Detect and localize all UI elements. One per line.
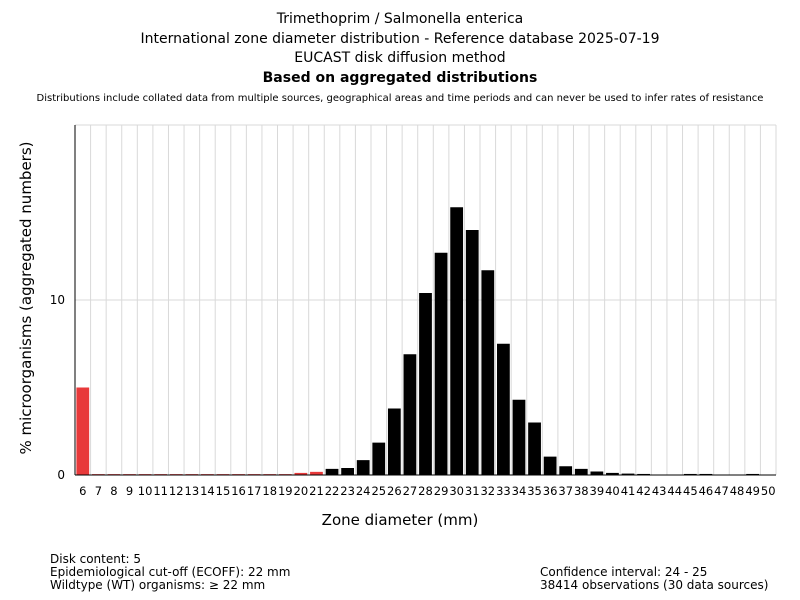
x-tick-label: 35 <box>527 484 542 498</box>
bar-23 <box>341 468 354 475</box>
x-tick-label: 43 <box>652 484 667 498</box>
x-tick-label: 8 <box>110 484 117 498</box>
bar-33 <box>497 343 510 475</box>
bar-38 <box>574 468 588 475</box>
y-axis-label: % microorganisms (aggregated numbers) <box>17 141 35 454</box>
x-tick-label: 31 <box>465 484 480 498</box>
y-tick-label: 10 <box>50 293 65 307</box>
chart-title-line-1: Trimethoprim / Salmonella enterica <box>276 11 524 27</box>
chart-title-bold: Based on aggregated distributions <box>262 69 538 86</box>
bar-22 <box>325 468 339 475</box>
bar-46 <box>699 473 713 475</box>
bar-41 <box>621 473 635 475</box>
chart-title-block: Trimethoprim / Salmonella enterica Inter… <box>0 10 800 104</box>
bar-35 <box>528 422 541 475</box>
x-tick-label: 46 <box>699 484 714 498</box>
x-tick-label: 45 <box>683 484 698 498</box>
x-tick-label: 14 <box>200 484 215 498</box>
bar-45 <box>683 473 697 475</box>
x-tick-label: 13 <box>185 484 200 498</box>
bar-24 <box>356 460 370 475</box>
bar-42 <box>637 473 650 475</box>
observations-text: 38414 observations (30 data sources) <box>540 578 769 592</box>
x-tick-label: 40 <box>605 484 620 498</box>
disk-content-text: Disk content: 5 <box>50 552 142 566</box>
x-tick-label: 41 <box>621 484 636 498</box>
bar-40 <box>606 472 619 475</box>
x-tick-label: 15 <box>216 484 231 498</box>
bar-25 <box>372 442 386 475</box>
chart-title-line-2: International zone diameter distribution… <box>140 30 660 47</box>
x-tick-label: 16 <box>231 484 246 498</box>
bar-49 <box>746 473 760 475</box>
bars <box>76 207 760 475</box>
bar-36 <box>543 456 557 475</box>
x-tick-label: 27 <box>403 484 418 498</box>
bar-27 <box>403 354 417 475</box>
x-tick-label: 25 <box>371 484 386 498</box>
x-tick-label: 23 <box>340 484 355 498</box>
bar-34 <box>512 399 526 475</box>
chart-title-line-3: EUCAST disk diffusion method <box>294 50 506 66</box>
y-tick-label: 0 <box>57 468 65 482</box>
x-tick-label: 48 <box>730 484 745 498</box>
footer-right: Confidence interval: 24 - 25 38414 obser… <box>540 566 768 592</box>
wildtype-text: Wildtype (WT) organisms: ≥ 22 mm <box>50 578 266 592</box>
x-tick-label: 28 <box>418 484 433 498</box>
x-tick-label: 33 <box>496 484 511 498</box>
x-tick-label: 9 <box>126 484 133 498</box>
confidence-interval-text: Confidence interval: 24 - 25 <box>540 565 708 579</box>
x-tick-label: 30 <box>449 484 464 498</box>
x-tick-label: 39 <box>590 484 605 498</box>
bar-39 <box>590 471 604 475</box>
bar-20 <box>294 472 308 475</box>
x-tick-label: 6 <box>79 484 86 498</box>
x-tick-label: 7 <box>95 484 102 498</box>
x-tick-label: 18 <box>262 484 277 498</box>
gridlines <box>75 124 777 475</box>
x-tick-label: 47 <box>714 484 729 498</box>
x-tick-label: 49 <box>745 484 760 498</box>
ecoff-text: Epidemiological cut-off (ECOFF): 22 mm <box>50 565 291 579</box>
bar-21 <box>310 471 323 475</box>
x-tick-label: 21 <box>309 484 324 498</box>
x-tick-label: 10 <box>138 484 153 498</box>
x-tick-label: 26 <box>387 484 402 498</box>
x-tick-label: 34 <box>512 484 527 498</box>
x-tick-label: 20 <box>294 484 309 498</box>
x-tick-label: 22 <box>325 484 340 498</box>
bar-6 <box>76 387 90 475</box>
x-axis-label: Zone diameter (mm) <box>322 511 479 529</box>
x-tick-label: 37 <box>558 484 573 498</box>
x-tick-label: 36 <box>543 484 558 498</box>
x-tick-label: 38 <box>574 484 589 498</box>
x-tick-label: 17 <box>247 484 262 498</box>
footer-left: Disk content: 5 Epidemiological cut-off … <box>50 553 290 592</box>
x-tick-label: 32 <box>480 484 495 498</box>
bar-26 <box>387 408 401 475</box>
x-tick-label: 19 <box>278 484 293 498</box>
x-tick-label: 42 <box>636 484 651 498</box>
x-tick-label: 50 <box>761 484 776 498</box>
bar-37 <box>559 466 573 475</box>
x-tick-label: 29 <box>434 484 449 498</box>
bar-31 <box>465 230 479 475</box>
bar-30 <box>450 207 464 475</box>
x-tick-label: 11 <box>153 484 168 498</box>
bar-29 <box>434 252 448 475</box>
bar-28 <box>419 293 432 475</box>
x-tick-label: 12 <box>169 484 184 498</box>
chart-subtitle: Distributions include collated data from… <box>36 93 764 104</box>
x-tick-label: 44 <box>667 484 682 498</box>
bar-32 <box>481 270 495 475</box>
x-tick-label: 24 <box>356 484 371 498</box>
